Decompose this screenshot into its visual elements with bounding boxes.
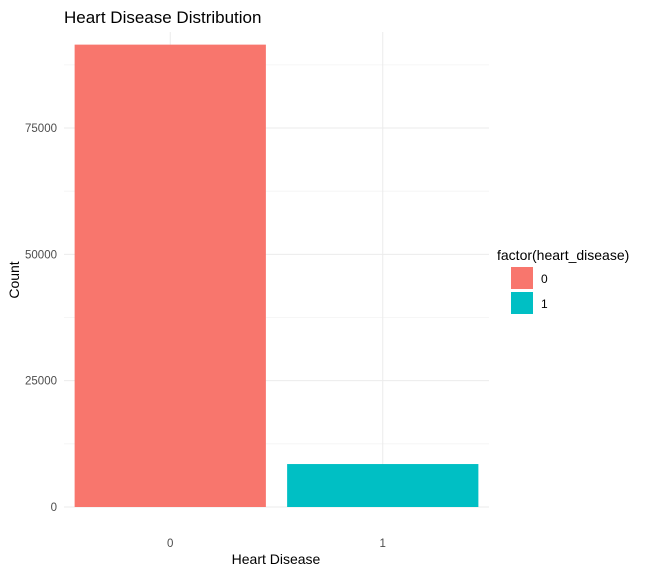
y-axis-title: Count [6,261,22,298]
bar-0 [74,44,266,507]
y-tick-label: 50000 [25,249,57,261]
x-tick-label: 0 [167,538,173,550]
bar-1 [287,464,479,507]
y-tick-label: 25000 [25,376,57,388]
x-tick-label: 1 [380,538,386,550]
legend-swatch-1 [511,292,533,314]
legend-label: 0 [541,272,548,286]
legend-swatch-0 [511,267,533,289]
legend-label: 1 [541,297,548,311]
y-tick-label: 0 [51,502,57,514]
legend: factor(heart_disease) 0 1 [497,247,629,314]
y-axis-ticks: 0 25000 50000 75000 [25,123,57,514]
chart-title: Heart Disease Distribution [64,8,261,27]
legend-title: factor(heart_disease) [497,247,629,263]
x-axis-title: Heart Disease [232,551,321,567]
bars [74,44,479,507]
y-tick-label: 75000 [25,123,57,135]
